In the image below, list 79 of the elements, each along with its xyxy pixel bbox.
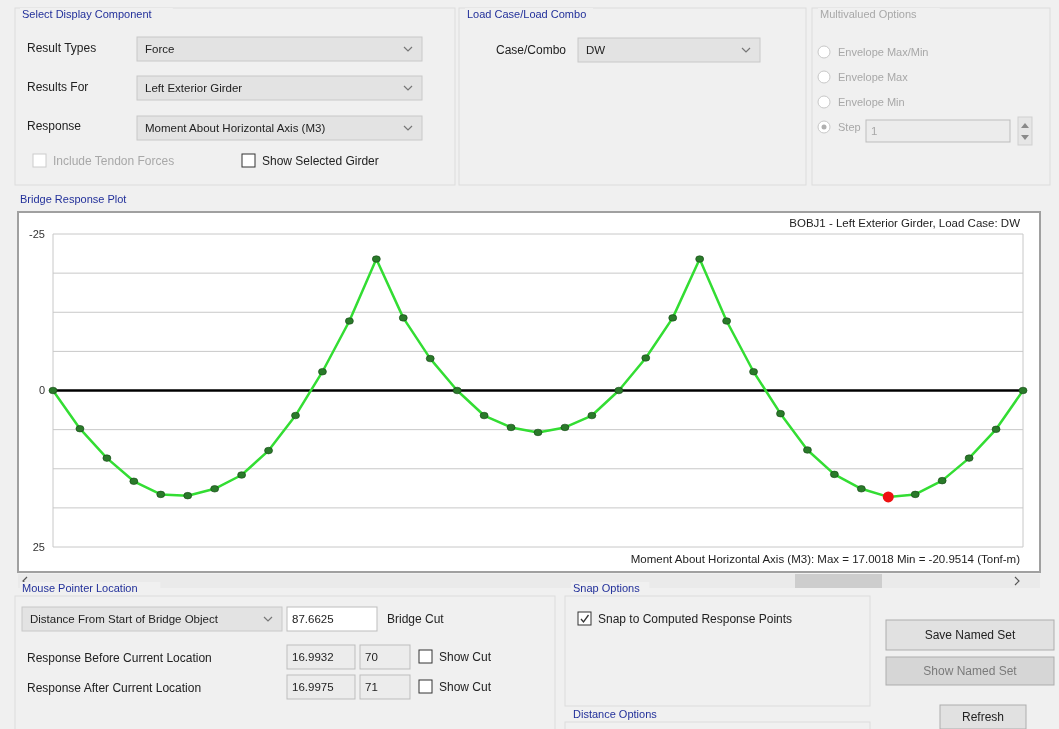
text: Envelope Max (838, 71, 909, 83)
text: 1 (871, 125, 878, 137)
y-tick-label: 25 (32, 540, 45, 553)
point (183, 492, 193, 500)
point (749, 368, 758, 376)
point (264, 447, 273, 455)
text: Select Display Component (22, 8, 152, 20)
text: Distance From Start of Bridge Object (30, 613, 219, 625)
text: 16.9975 (292, 681, 334, 693)
point (991, 425, 1001, 433)
text: 71 (365, 681, 378, 693)
text: Show Named Set (923, 664, 1018, 678)
text: Show Cut (439, 650, 492, 664)
point (129, 477, 139, 485)
point (372, 255, 381, 263)
point (560, 423, 570, 432)
point (210, 485, 219, 493)
text: Step (838, 121, 861, 133)
text: Result Types (27, 41, 97, 55)
y-tick-label: -25 (29, 227, 45, 240)
text: Case/Combo (496, 43, 567, 57)
text: Response After Current Location (27, 681, 202, 695)
text: Left Exterior Girder (145, 82, 243, 94)
text: DW (586, 44, 606, 56)
text: Show Cut (439, 680, 492, 694)
y-tick-label: 0 (38, 384, 45, 397)
chart-title: Bridge Response Plot (20, 193, 127, 205)
point (910, 490, 920, 499)
text: Envelope Min (838, 96, 905, 108)
text: Show Selected Girder (262, 154, 379, 168)
point (937, 477, 947, 485)
text: Envelope Max/Min (838, 46, 929, 58)
point (318, 368, 327, 376)
text: Response Before Current Location (27, 651, 212, 665)
point (857, 485, 866, 493)
text: 16.9932 (292, 651, 334, 663)
point (1018, 386, 1028, 395)
point (291, 411, 300, 420)
point (48, 386, 58, 395)
text: Force (145, 43, 175, 55)
point (964, 454, 974, 462)
text: Moment About Horizontal Axis (M3) (145, 122, 326, 134)
text: Refresh (961, 710, 1005, 724)
text: 87.6625 (292, 613, 334, 625)
text: Include Tendon Forces (53, 154, 175, 168)
point (641, 354, 651, 362)
text: Results For (27, 80, 89, 94)
point (803, 446, 812, 454)
point (695, 255, 704, 263)
point (75, 425, 85, 433)
point (533, 428, 543, 437)
point (668, 314, 678, 322)
point (156, 490, 166, 499)
text: Snap to Computed Response Points (598, 612, 793, 626)
text: Snap Options (573, 582, 641, 594)
point (237, 471, 246, 479)
text: Multivalued Options (820, 8, 918, 20)
point (345, 317, 354, 325)
text: 70 (365, 651, 378, 663)
text: Save Named Set (924, 628, 1017, 642)
point (776, 410, 785, 418)
point (479, 411, 489, 420)
point (425, 354, 435, 363)
text: Load Case/Load Combo (467, 8, 587, 20)
point (830, 470, 839, 478)
text: Response (27, 119, 82, 133)
text: Bridge Cut (387, 612, 445, 626)
point (102, 454, 112, 462)
text: Distance Options (573, 708, 658, 720)
point (882, 491, 894, 503)
text: Moment About Horizontal Axis (M3): Max = 17.0018 Min = -20.9514 (Tonf-m) (630, 553, 1021, 565)
point (614, 386, 624, 395)
point (722, 317, 731, 325)
chart-subtitle: BOBJ1 - Left Exterior Girder, Load Case: DW (789, 217, 1021, 229)
point (398, 314, 408, 322)
point (506, 423, 516, 432)
point (587, 411, 597, 420)
text: Mouse Pointer Location (22, 582, 138, 594)
point (452, 386, 462, 395)
